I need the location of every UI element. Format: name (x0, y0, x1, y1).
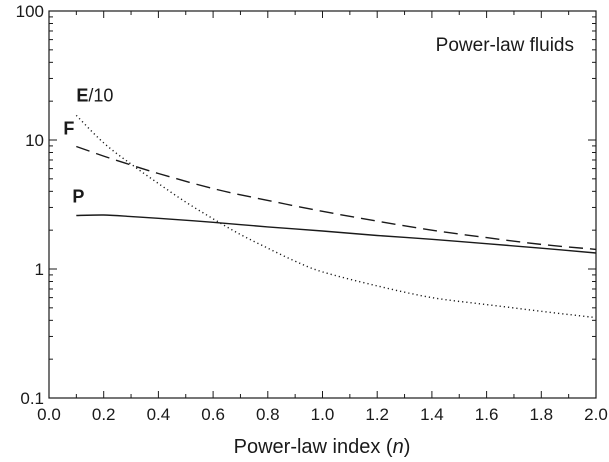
x-tick-label: 1.6 (475, 405, 499, 424)
series-line-f (76, 145, 597, 251)
series-line-e (75, 114, 597, 319)
axis-ticks (48, 10, 597, 399)
x-tick-label: 2.0 (584, 405, 608, 424)
y-tick-label: 0.1 (20, 389, 44, 408)
series-label-p: P (72, 186, 84, 206)
x-tick-label: 0.2 (92, 405, 116, 424)
y-tick-label: 1 (35, 260, 44, 279)
series-label-f: F (63, 119, 74, 139)
x-tick-label: 1.8 (529, 405, 553, 424)
series-labels: E/10F P (63, 85, 113, 206)
axis-tick-labels: 0.0 0.2 0.4 0.6 0.8 1.0 1.2 1.4 1.6 1.8 2.0 0.1 1 10 1… (16, 2, 608, 424)
x-axis-title-suffix: ) (404, 436, 411, 458)
annotation-text: Power-law fluids (436, 35, 574, 56)
series-label-e: E/10 (76, 85, 113, 105)
x-tick-label: 0.8 (256, 405, 280, 424)
series-lines (75, 114, 597, 319)
y-tick-label: 100 (16, 2, 44, 21)
plot-frame (48, 10, 597, 399)
x-tick-label: 1.2 (365, 405, 389, 424)
x-tick-label: 1.0 (311, 405, 335, 424)
x-tick-label: 1.4 (420, 405, 444, 424)
x-axis-title: Power-law index (n) (234, 436, 411, 458)
x-tick-label: 0.4 (147, 405, 171, 424)
y-tick-label: 10 (25, 131, 44, 150)
x-axis-title-variable: n (393, 436, 404, 458)
x-tick-label: 0.6 (201, 405, 225, 424)
x-tick-label: 0.0 (37, 405, 61, 424)
series-line-p (76, 214, 597, 254)
x-axis-title-prefix: Power-law index ( (234, 436, 393, 458)
